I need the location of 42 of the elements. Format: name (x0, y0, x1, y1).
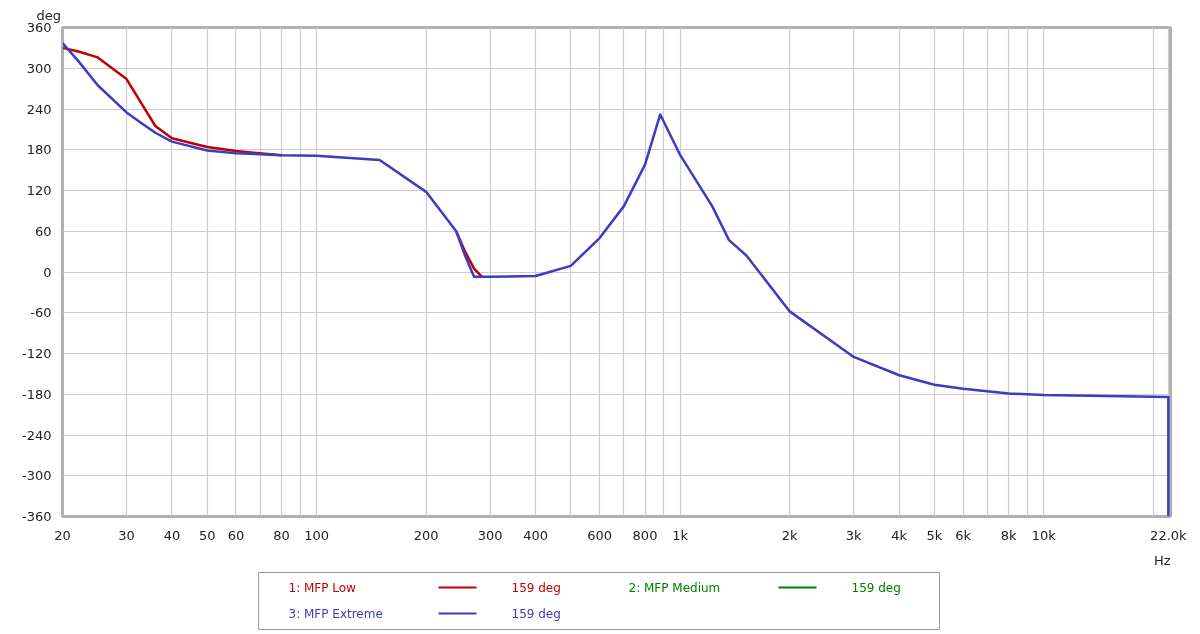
y-tick-label: -240 (22, 427, 52, 443)
x-tick-label: 80 (273, 527, 290, 543)
y-tick-label: -180 (22, 386, 52, 402)
x-tick-label: 50 (198, 527, 216, 543)
x-tick-label: 8k (1000, 527, 1017, 543)
text: 159 deg (851, 580, 901, 595)
x-tick-label: 800 (632, 527, 658, 543)
y-tick-label: 300 (26, 60, 52, 76)
x-tick-label: 6k (955, 527, 972, 543)
y-tick-label: -360 (22, 509, 52, 524)
y-tick-label: 180 (26, 142, 52, 158)
x-tick-label: 20 (54, 527, 71, 543)
x-tick-label: 600 (587, 527, 613, 543)
text: 1: MFP Low (288, 580, 357, 595)
x-tick-label: 100 (304, 527, 330, 543)
x-tick-label: 22.0k (1150, 527, 1188, 543)
text: 3: MFP Extreme (288, 606, 383, 621)
text: 159 deg (511, 606, 561, 621)
x-axis-title: Hz (1153, 552, 1171, 568)
y-tick-label: 60 (34, 223, 52, 239)
y-tick-label: -120 (22, 346, 52, 361)
x-tick-label: 40 (163, 527, 181, 543)
x-tick-label: 10k (1031, 527, 1057, 543)
x-tick-label: 3k (845, 527, 863, 543)
x-tick-label: 300 (477, 527, 503, 543)
x-tick-label: 30 (118, 527, 135, 543)
x-tick-label: 5k (926, 527, 943, 543)
text: 159 deg (511, 580, 561, 595)
y-tick-label: -60 (30, 305, 52, 321)
y-tick-label: 120 (26, 183, 52, 198)
y-tick-label: 0 (43, 264, 52, 280)
x-tick-label: 2k (781, 527, 799, 543)
x-tick-label: 1k (672, 527, 689, 543)
y-tick-label: -300 (22, 468, 52, 484)
y-tick-label: 360 (26, 20, 52, 35)
x-tick-label: 4k (891, 527, 908, 543)
x-tick-label: 60 (227, 527, 245, 543)
y-tick-label: 240 (26, 101, 52, 117)
x-tick-label: 200 (413, 527, 439, 543)
legend-label: 2: MFP Medium (628, 580, 721, 595)
y-axis-title: deg (36, 7, 62, 23)
x-tick-label: 400 (523, 527, 548, 543)
